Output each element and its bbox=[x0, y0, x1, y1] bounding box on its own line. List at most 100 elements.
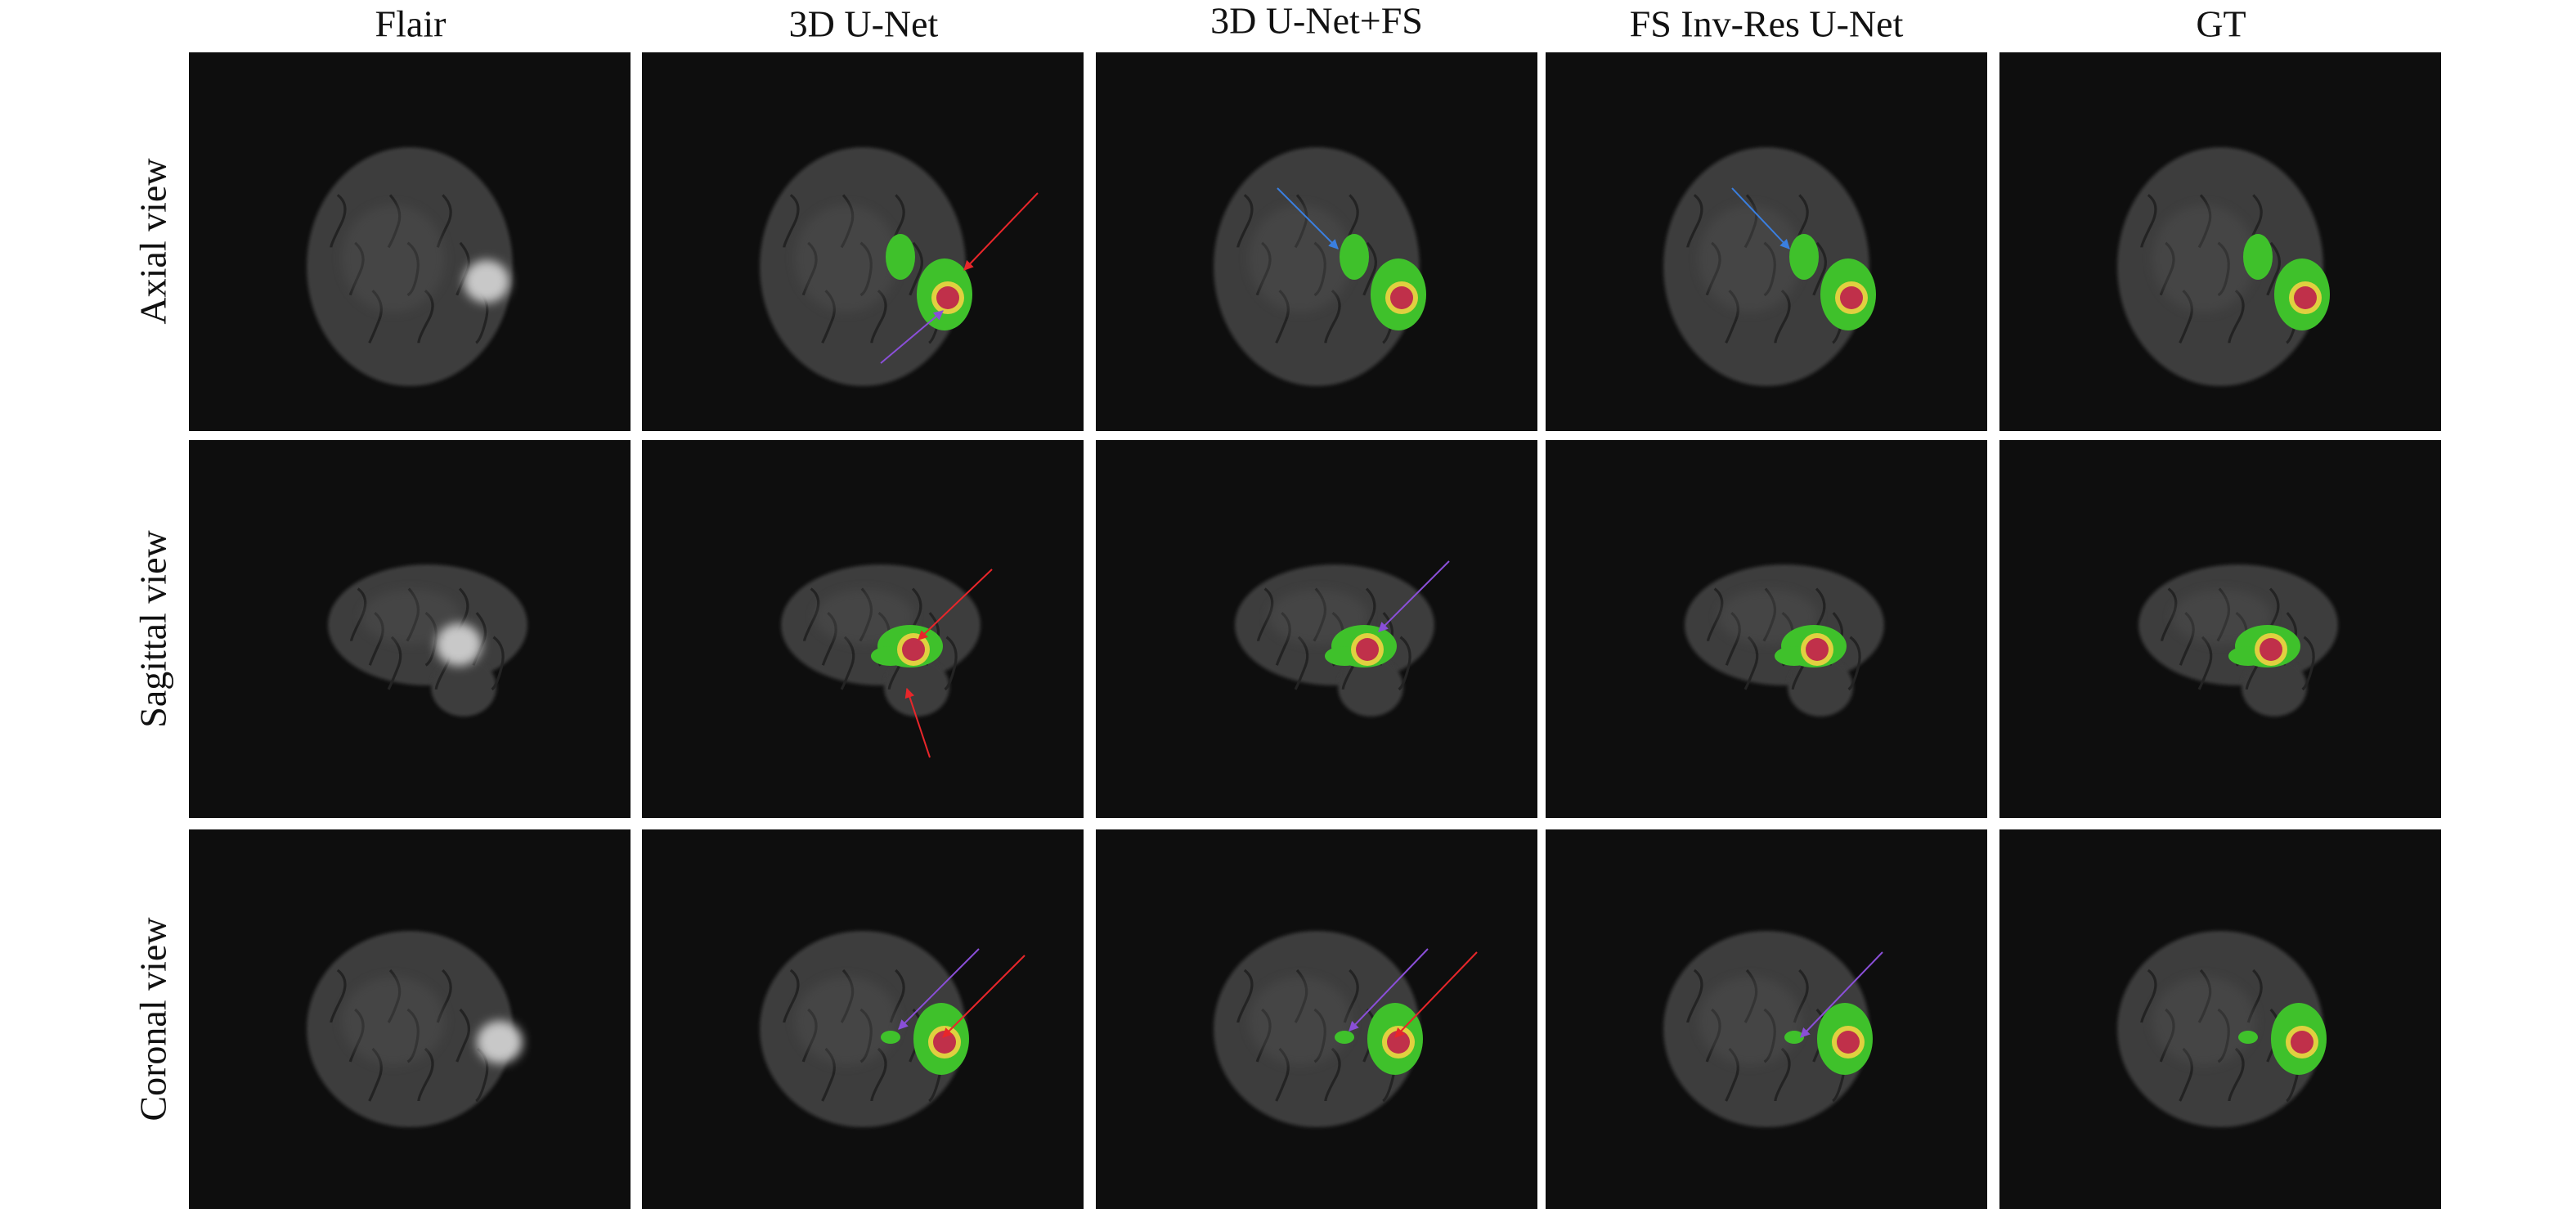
image-panel bbox=[1546, 440, 1987, 818]
necrotic-core bbox=[2291, 1031, 2313, 1054]
row-label: Coronal view bbox=[132, 917, 174, 1121]
brain-highlight bbox=[342, 204, 445, 312]
brain-texture bbox=[1774, 1047, 1791, 1102]
brain-highlight bbox=[1699, 977, 1802, 1065]
image-panel bbox=[1999, 52, 2441, 431]
column-header: GT bbox=[2196, 3, 2246, 45]
brain-texture bbox=[1236, 194, 1254, 248]
brain-texture bbox=[2140, 969, 2157, 1023]
image-panel bbox=[1999, 829, 2441, 1209]
brain-slice bbox=[1663, 931, 1869, 1127]
image-panel bbox=[189, 829, 631, 1209]
brain-texture bbox=[1686, 194, 1703, 248]
brain-texture bbox=[1847, 636, 1861, 691]
image-panel bbox=[1546, 829, 1987, 1209]
brain-texture bbox=[1294, 636, 1309, 690]
annotation-arrow bbox=[1800, 951, 1883, 1038]
image-panel bbox=[189, 440, 631, 818]
segmentation-overlay bbox=[2238, 1003, 2327, 1075]
column-header: 3D U-Net+FS bbox=[1210, 0, 1423, 42]
brain-slice bbox=[307, 147, 513, 386]
brain-texture bbox=[2301, 636, 2315, 691]
brain-texture bbox=[2266, 241, 2281, 296]
cerebellum bbox=[1788, 658, 1853, 717]
image-panel bbox=[1999, 440, 2441, 818]
edema-region bbox=[1340, 234, 1369, 280]
annotation-arrow bbox=[1277, 187, 1339, 249]
segmentation-overlay bbox=[1340, 234, 1426, 330]
image-panel bbox=[642, 440, 1084, 818]
brain-texture bbox=[870, 1047, 887, 1102]
annotation-arrow bbox=[1349, 948, 1429, 1031]
segmentation-overlay bbox=[886, 234, 972, 330]
brain-texture bbox=[330, 194, 347, 248]
brain-texture bbox=[387, 636, 402, 690]
necrotic-core bbox=[1356, 638, 1379, 661]
annotation-arrow bbox=[942, 955, 1025, 1038]
annotation-arrow bbox=[1378, 560, 1450, 632]
brain-texture bbox=[1686, 969, 1703, 1023]
segmentation-overlay bbox=[881, 1003, 969, 1075]
edema-region bbox=[1784, 1031, 1804, 1044]
column-header: Flair bbox=[375, 3, 447, 45]
cerebellum bbox=[1338, 658, 1403, 717]
brain-texture bbox=[1257, 587, 1274, 641]
edema-region bbox=[2238, 1031, 2258, 1044]
hyperintensity bbox=[477, 1021, 523, 1063]
image-panel bbox=[1096, 829, 1537, 1209]
brain-texture bbox=[456, 1008, 470, 1063]
segmentation-overlay bbox=[1775, 625, 1847, 667]
image-panel bbox=[1546, 52, 1987, 431]
brain-slice bbox=[1663, 147, 1869, 386]
image-panel bbox=[1096, 440, 1537, 818]
segmentation-overlay bbox=[1789, 234, 1876, 330]
brain-texture bbox=[1362, 241, 1377, 296]
edema-region bbox=[2243, 234, 2273, 280]
brain-highlight bbox=[2152, 204, 2255, 312]
brain-slice bbox=[307, 931, 513, 1127]
annotation-arrow bbox=[1394, 951, 1478, 1038]
brain-texture bbox=[2228, 1047, 2245, 1102]
image-panel bbox=[642, 52, 1084, 431]
brain-texture bbox=[1236, 969, 1254, 1023]
necrotic-core bbox=[936, 286, 959, 309]
segmentation-overlay bbox=[1325, 625, 1397, 667]
brain-texture bbox=[2197, 636, 2213, 690]
brain-texture bbox=[2161, 587, 2178, 641]
brain-highlight bbox=[361, 589, 461, 645]
column-header: 3D U-Net bbox=[789, 3, 939, 45]
segmentation-overlay bbox=[2228, 625, 2300, 667]
brain-highlight bbox=[2152, 977, 2255, 1065]
necrotic-core bbox=[1840, 286, 1863, 309]
brain-highlight bbox=[1249, 977, 1352, 1065]
brain-texture bbox=[491, 636, 505, 691]
annotation-arrow bbox=[963, 192, 1039, 271]
brain-texture bbox=[870, 289, 887, 344]
annotation-arrow bbox=[1731, 187, 1790, 249]
brain-texture bbox=[2140, 194, 2157, 248]
brain-texture bbox=[350, 587, 367, 641]
brain-highlight bbox=[795, 977, 898, 1065]
brain-texture bbox=[783, 194, 800, 248]
annotation-arrow bbox=[898, 948, 980, 1030]
brain-texture bbox=[472, 612, 487, 666]
brain-texture bbox=[840, 636, 855, 690]
necrotic-core bbox=[1390, 286, 1413, 309]
brain-highlight bbox=[795, 204, 898, 312]
edema-region bbox=[1335, 1031, 1354, 1044]
brain-texture bbox=[2228, 289, 2245, 344]
column-header: FS Inv-Res U-Net bbox=[1630, 3, 1904, 45]
necrotic-core bbox=[2294, 286, 2317, 309]
brain-texture bbox=[1744, 636, 1759, 690]
edema-region bbox=[886, 234, 915, 280]
brain-texture bbox=[783, 969, 800, 1023]
hyperintensity bbox=[464, 260, 509, 303]
edema-region bbox=[1789, 234, 1819, 280]
image-panel bbox=[642, 829, 1084, 1209]
brain-texture bbox=[1324, 1047, 1341, 1102]
necrotic-core bbox=[1837, 1031, 1860, 1054]
brain-texture bbox=[1812, 241, 1827, 296]
annotation-arrow bbox=[880, 310, 944, 364]
brain-slice bbox=[760, 147, 966, 386]
row-label: Sagittal view bbox=[132, 529, 174, 727]
